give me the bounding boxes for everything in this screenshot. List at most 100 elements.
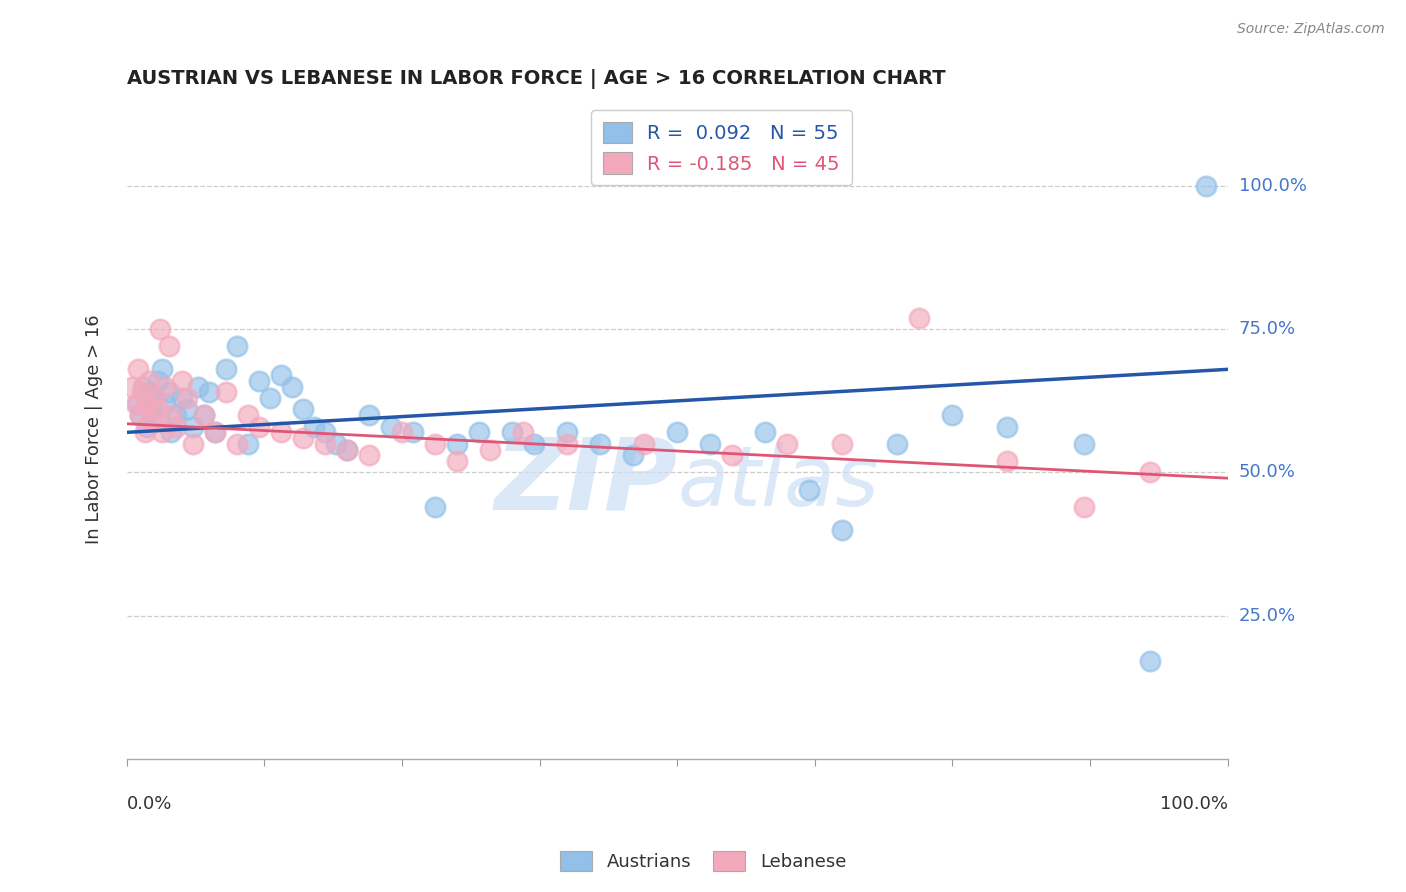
Point xyxy=(831,437,853,451)
Point xyxy=(132,379,155,393)
Point xyxy=(1194,179,1216,194)
Point xyxy=(446,437,468,451)
Point xyxy=(215,362,238,376)
Point xyxy=(138,385,160,400)
Text: AUSTRIAN VS LEBANESE IN LABOR FORCE | AGE > 16 CORRELATION CHART: AUSTRIAN VS LEBANESE IN LABOR FORCE | AG… xyxy=(127,69,946,88)
Point xyxy=(479,442,502,457)
Point xyxy=(160,425,183,440)
Text: 75.0%: 75.0% xyxy=(1239,320,1296,338)
Point xyxy=(165,419,187,434)
Point xyxy=(423,500,446,514)
Point xyxy=(165,408,187,422)
Point xyxy=(146,374,169,388)
Point xyxy=(139,402,162,417)
Point xyxy=(754,425,776,440)
Text: 100.0%: 100.0% xyxy=(1160,795,1227,813)
Point xyxy=(139,414,162,428)
Point xyxy=(666,425,689,440)
Point xyxy=(721,448,744,462)
Point xyxy=(336,442,359,457)
Point xyxy=(125,397,148,411)
Point xyxy=(150,362,173,376)
Point xyxy=(799,483,821,497)
Point xyxy=(270,425,292,440)
Point xyxy=(198,385,221,400)
Point xyxy=(997,454,1019,468)
Point xyxy=(226,339,249,353)
Point xyxy=(886,437,908,451)
Point xyxy=(336,442,359,457)
Point xyxy=(176,402,198,417)
Point xyxy=(155,397,177,411)
Point xyxy=(1139,466,1161,480)
Point xyxy=(314,425,336,440)
Point xyxy=(941,408,963,422)
Point xyxy=(512,425,534,440)
Legend: Austrians, Lebanese: Austrians, Lebanese xyxy=(553,844,853,879)
Point xyxy=(149,414,172,428)
Point xyxy=(423,437,446,451)
Point xyxy=(215,385,238,400)
Point xyxy=(621,448,644,462)
Point xyxy=(135,397,157,411)
Point xyxy=(131,385,153,400)
Point xyxy=(236,408,259,422)
Text: 50.0%: 50.0% xyxy=(1239,464,1295,482)
Point xyxy=(176,391,198,405)
Point xyxy=(633,437,655,451)
Point xyxy=(236,437,259,451)
Point xyxy=(908,310,931,325)
Point xyxy=(149,322,172,336)
Text: ZIP: ZIP xyxy=(495,434,678,531)
Point xyxy=(226,437,249,451)
Point xyxy=(302,419,325,434)
Point xyxy=(776,437,799,451)
Point xyxy=(357,448,380,462)
Point xyxy=(325,437,347,451)
Text: 0.0%: 0.0% xyxy=(127,795,173,813)
Point xyxy=(150,425,173,440)
Point xyxy=(555,437,578,451)
Point xyxy=(129,408,152,422)
Point xyxy=(281,379,304,393)
Point xyxy=(146,402,169,417)
Text: 25.0%: 25.0% xyxy=(1239,607,1296,624)
Point xyxy=(391,425,413,440)
Point xyxy=(157,385,180,400)
Point xyxy=(127,397,149,411)
Point xyxy=(699,437,721,451)
Point xyxy=(292,431,315,445)
Point xyxy=(589,437,612,451)
Point xyxy=(402,425,425,440)
Point xyxy=(181,419,204,434)
Point xyxy=(1073,500,1095,514)
Point xyxy=(134,425,156,440)
Point xyxy=(831,523,853,537)
Point xyxy=(314,437,336,451)
Point xyxy=(143,391,166,405)
Point xyxy=(1139,655,1161,669)
Y-axis label: In Labor Force | Age > 16: In Labor Force | Age > 16 xyxy=(86,315,103,544)
Legend: R =  0.092   N = 55, R = -0.185   N = 45: R = 0.092 N = 55, R = -0.185 N = 45 xyxy=(591,110,852,186)
Point xyxy=(127,362,149,376)
Point xyxy=(181,437,204,451)
Point xyxy=(155,379,177,393)
Point xyxy=(204,425,226,440)
Point xyxy=(170,391,193,405)
Point xyxy=(380,419,402,434)
Point xyxy=(446,454,468,468)
Point xyxy=(193,408,215,422)
Text: atlas: atlas xyxy=(678,442,879,523)
Point xyxy=(204,425,226,440)
Point xyxy=(501,425,523,440)
Point xyxy=(129,408,152,422)
Point xyxy=(160,408,183,422)
Point xyxy=(247,419,270,434)
Text: Source: ZipAtlas.com: Source: ZipAtlas.com xyxy=(1237,22,1385,37)
Point xyxy=(555,425,578,440)
Point xyxy=(143,391,166,405)
Point xyxy=(468,425,491,440)
Point xyxy=(997,419,1019,434)
Point xyxy=(157,339,180,353)
Point xyxy=(1073,437,1095,451)
